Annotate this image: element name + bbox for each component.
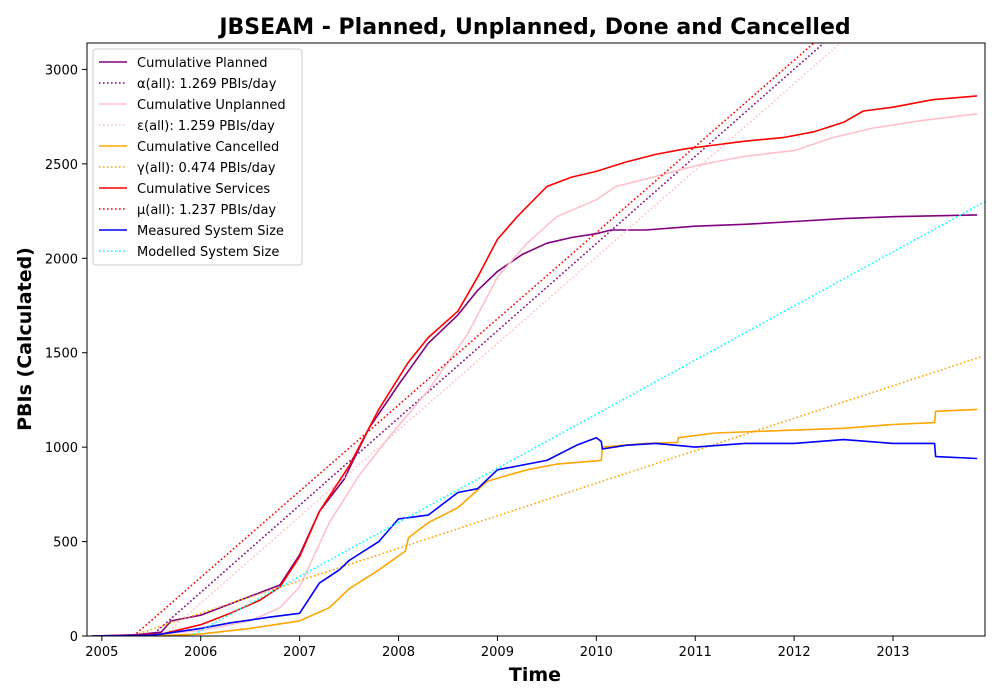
legend: Cumulative Planned α(all): 1.269 PBIs/day…: [92, 48, 303, 266]
series-line-10-modelled-system-size: [190, 200, 985, 636]
x-tick-label: 2007: [283, 645, 316, 660]
x-tick-label: 2012: [778, 645, 811, 660]
y-tick-label: 3000: [45, 63, 78, 78]
series-line-7-cumulative-services: [91, 95, 978, 636]
y-axis: 0 500 1000 1500 2000 2500 3000: [45, 63, 87, 645]
x-tick-label: 2013: [876, 645, 909, 660]
legend-box: [92, 48, 303, 266]
x-axis-label: Time: [509, 664, 561, 686]
series-line-1-cumulative-planned: [91, 214, 978, 636]
x-tick-label: 2008: [382, 645, 415, 660]
x-tick-label: 2011: [679, 645, 712, 660]
chart-title: JBSEAM - Planned, Unplanned, Done and Ca…: [217, 15, 850, 40]
y-tick-label: 2000: [45, 252, 78, 267]
plot-frame: [86, 42, 986, 637]
y-tick-label: 2500: [45, 158, 78, 173]
series-line-9-measured-system-size: [91, 436, 978, 636]
x-tick-label: 2010: [580, 645, 613, 660]
series-line-2-all-1-269-pbis-day: [150, 43, 825, 636]
y-tick-label: 500: [53, 536, 78, 551]
x-tick-label: 2009: [481, 645, 514, 660]
y-tick-label: 1500: [45, 347, 78, 362]
legend-label: ε(all): 1.259 PBIs/day: [137, 119, 275, 134]
legend-label: α(all): 1.269 PBIs/day: [137, 77, 277, 92]
x-tick-label: 2005: [85, 645, 118, 660]
legend-label: μ(all): 1.237 PBIs/day: [137, 203, 276, 218]
legend-label: Cumulative Services: [137, 182, 270, 197]
series-line-8-all-1-237-pbis-day: [132, 43, 815, 636]
series-line-6-all-0-474-pbis-day: [131, 355, 983, 636]
y-tick-label: 1000: [45, 441, 78, 456]
legend-label: Cumulative Cancelled: [137, 140, 279, 155]
legend-label: Cumulative Planned: [137, 56, 267, 71]
y-tick-label: 0: [70, 630, 78, 645]
legend-label: Measured System Size: [137, 224, 284, 239]
series-line-5-cumulative-cancelled: [91, 408, 978, 636]
plot-area: [91, 43, 985, 636]
y-axis-label: PBIs (Calculated): [14, 247, 36, 431]
legend-label: γ(all): 0.474 PBIs/day: [137, 161, 276, 176]
legend-label: Modelled System Size: [137, 245, 279, 260]
x-tick-label: 2006: [184, 645, 217, 660]
legend-label: Cumulative Unplanned: [137, 98, 286, 113]
x-axis: 2005 2006 2007 2008 2009 2010 2011 2012 2013: [85, 636, 910, 660]
series-line-3-cumulative-unplanned: [91, 113, 978, 636]
